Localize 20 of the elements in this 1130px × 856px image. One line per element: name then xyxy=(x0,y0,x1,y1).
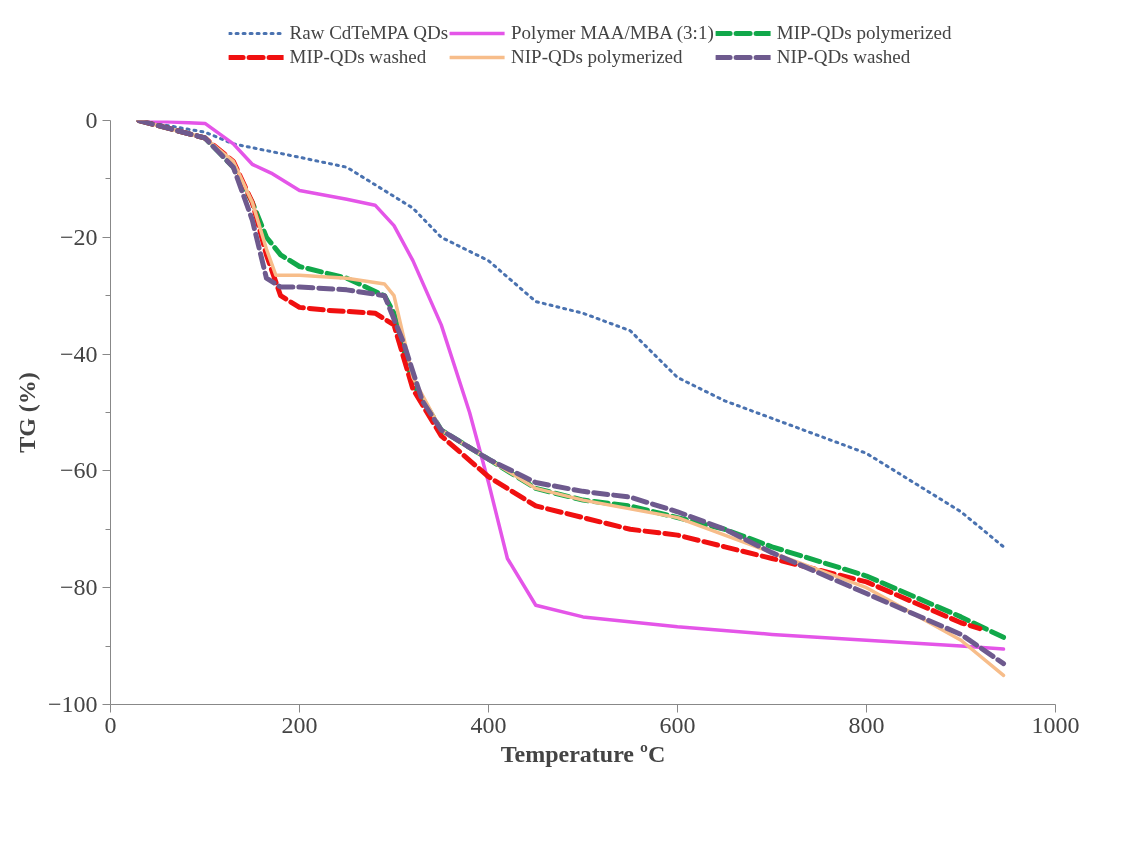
x-tick-label: 0 xyxy=(104,711,117,738)
y-tick-label: −100 xyxy=(47,691,98,717)
x-tick-label: 200 xyxy=(281,711,318,738)
y-tick-label: −40 xyxy=(59,340,98,367)
legend-label: MIP-QDs washed xyxy=(289,46,427,68)
y-tick-label: −60 xyxy=(59,457,98,484)
x-tick-label: 1000 xyxy=(1031,711,1080,738)
y-tick-label: −80 xyxy=(59,574,98,601)
legend-label: Raw CdTeMPA QDs xyxy=(289,22,449,44)
x-tick-label: 600 xyxy=(659,711,696,738)
legend-label: NIP-QDs washed xyxy=(776,46,911,68)
y-tick-label: −20 xyxy=(59,223,98,250)
x-tick-label: 800 xyxy=(848,711,885,738)
y-tick-label: 0 xyxy=(85,107,98,133)
x-tick-label: 400 xyxy=(470,711,507,738)
legend-label: Polymer MAA/MBA (3:1) xyxy=(511,22,714,44)
legend-label: NIP-QDs polymerized xyxy=(511,46,683,68)
y-axis-title: TG (%) xyxy=(13,372,40,453)
x-axis-title: Temperature ºC xyxy=(500,740,666,767)
legend-label: MIP-QDs polymerized xyxy=(776,22,952,44)
